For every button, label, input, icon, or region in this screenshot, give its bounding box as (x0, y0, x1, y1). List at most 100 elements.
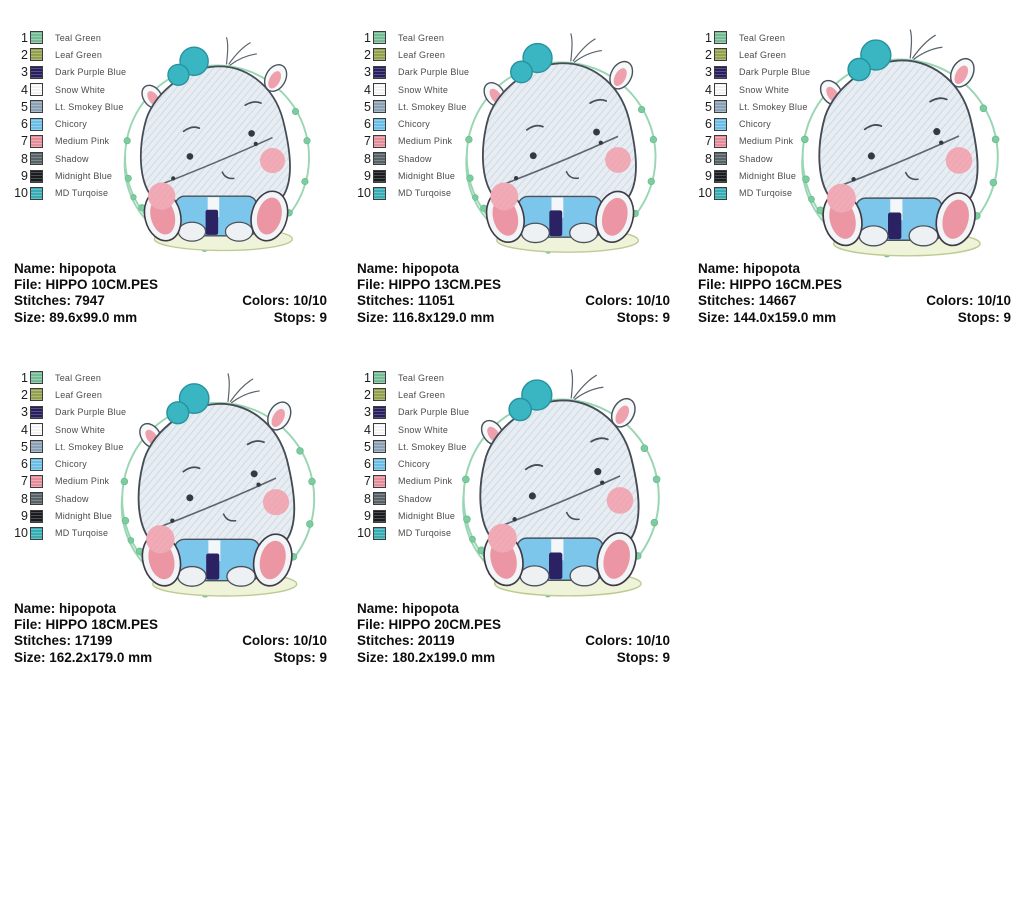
legend-label: Lt. Smokey Blue (55, 101, 124, 112)
legend-row: 10 MD Turqoise (351, 185, 469, 202)
legend-number: 6 (705, 117, 712, 132)
size-label: Size: (357, 309, 389, 325)
design-info: Name: hipopota File: HIPPO 18CM.PES Stit… (14, 601, 327, 666)
design-card-16cm: 1 Teal Green 2 Leaf Green 3 Dark Purple Blue 4… (684, 20, 1024, 360)
legend-label: Chicory (398, 119, 430, 130)
legend-label: MD Turqoise (398, 528, 452, 539)
legend-label: Chicory (55, 119, 87, 130)
legend-label: Midnight Blue (55, 171, 113, 182)
colors-count: Colors: 10/10 (242, 293, 327, 309)
file-value: HIPPO 16CM.PES (729, 277, 843, 293)
color-swatch (30, 48, 43, 62)
legend-label: Leaf Green (55, 389, 103, 400)
stitches-label: Stitches: (14, 293, 72, 309)
legend-number: 4 (705, 82, 712, 97)
legend-label: Midnight Blue (398, 511, 456, 522)
stitches-value: 11051 (417, 293, 455, 309)
legend-number: 8 (705, 151, 712, 166)
legend-row: 4 Snow White (8, 81, 126, 98)
legend-row: 5 Lt. Smokey Blue (8, 98, 126, 115)
legend-number: 9 (364, 169, 371, 184)
color-swatch (373, 31, 386, 45)
size-value: 180.2x199.0 mm (392, 649, 496, 665)
file-line: File: HIPPO 18CM.PES (14, 617, 327, 633)
color-swatch (30, 371, 43, 385)
size-line: Size: 89.6x99.0 mm Stops: 9 (14, 310, 327, 326)
legend-number: 8 (21, 151, 28, 166)
thread-color-legend: 1 Teal Green 2 Leaf Green 3 Dark Purple Blue 4… (351, 369, 469, 542)
stitches-value: 17199 (74, 633, 113, 649)
legend-number: 4 (21, 422, 28, 437)
stitches-value: 20119 (417, 633, 455, 649)
legend-number: 3 (705, 65, 712, 80)
color-swatch (373, 117, 386, 131)
hippo-preview (441, 28, 677, 264)
legend-number: 9 (705, 169, 712, 184)
color-swatch (30, 169, 43, 183)
size-label: Size: (357, 649, 389, 665)
colors-value: 10/10 (293, 293, 327, 309)
stops-value: 9 (662, 649, 670, 665)
legend-label: Shadow (55, 153, 89, 164)
color-swatch (30, 134, 43, 148)
color-swatch (373, 152, 386, 166)
legend-label: Leaf Green (398, 389, 446, 400)
stitches-value: 7947 (74, 293, 105, 309)
legend-number: 10 (14, 526, 28, 541)
colors-count: Colors: 10/10 (242, 633, 327, 649)
legend-row: 7 Medium Pink (8, 473, 126, 490)
name-label: Name: (14, 261, 56, 276)
design-info: Name: hipopota File: HIPPO 10CM.PES Stit… (14, 261, 327, 326)
legend-number: 7 (364, 474, 371, 489)
legend-row: 7 Medium Pink (351, 473, 469, 490)
color-swatch (714, 117, 727, 131)
legend-number: 2 (21, 47, 28, 62)
file-label: File: (14, 277, 42, 293)
design-card-10cm: 1 Teal Green 2 Leaf Green 3 Dark Purple Blue 4… (0, 20, 341, 360)
name-label: Name: (357, 601, 399, 616)
legend-label: Chicory (739, 119, 771, 130)
colors-value: 10/10 (293, 633, 327, 649)
legend-label: MD Turqoise (739, 188, 793, 199)
legend-row: 2 Leaf Green (8, 386, 126, 403)
color-swatch (373, 65, 386, 79)
legend-row: 2 Leaf Green (351, 386, 469, 403)
legend-number: 7 (21, 134, 28, 149)
file-line: File: HIPPO 10CM.PES (14, 277, 327, 293)
colors-count: Colors: 10/10 (926, 293, 1011, 309)
legend-row: 10 MD Turqoise (692, 185, 810, 202)
name-value: hipopota (402, 261, 460, 276)
color-swatch (373, 526, 386, 540)
legend-label: MD Turqoise (398, 188, 452, 199)
legend-row: 4 Snow White (351, 81, 469, 98)
stops-count: Stops: 9 (617, 310, 670, 326)
name-value: hipopota (402, 601, 460, 616)
stitches-value: 14667 (758, 293, 797, 309)
size-line: Size: 162.2x179.0 mm Stops: 9 (14, 650, 327, 666)
legend-row: 7 Medium Pink (351, 133, 469, 150)
design-card-20cm: 1 Teal Green 2 Leaf Green 3 Dark Purple Blue 4… (343, 360, 684, 700)
legend-number: 6 (364, 457, 371, 472)
legend-row: 8 Shadow (8, 150, 126, 167)
colors-count: Colors: 10/10 (585, 633, 670, 649)
color-swatch (714, 100, 727, 114)
color-swatch (714, 31, 727, 45)
colors-count: Colors: 10/10 (585, 293, 670, 309)
legend-row: 4 Snow White (692, 81, 810, 98)
color-swatch (30, 457, 43, 471)
legend-number: 6 (21, 457, 28, 472)
legend-number: 3 (364, 405, 371, 420)
color-swatch (30, 388, 43, 402)
legend-row: 5 Lt. Smokey Blue (692, 98, 810, 115)
legend-label: Lt. Smokey Blue (398, 101, 467, 112)
legend-label: Chicory (398, 459, 430, 470)
legend-number: 1 (705, 30, 712, 45)
legend-number: 2 (364, 47, 371, 62)
stitches-label: Stitches: (698, 293, 756, 309)
legend-number: 2 (364, 387, 371, 402)
legend-label: Snow White (739, 84, 790, 95)
file-value: HIPPO 10CM.PES (45, 277, 159, 293)
color-swatch (30, 65, 43, 79)
stops-count: Stops: 9 (958, 310, 1011, 326)
legend-row: 6 Chicory (692, 115, 810, 132)
